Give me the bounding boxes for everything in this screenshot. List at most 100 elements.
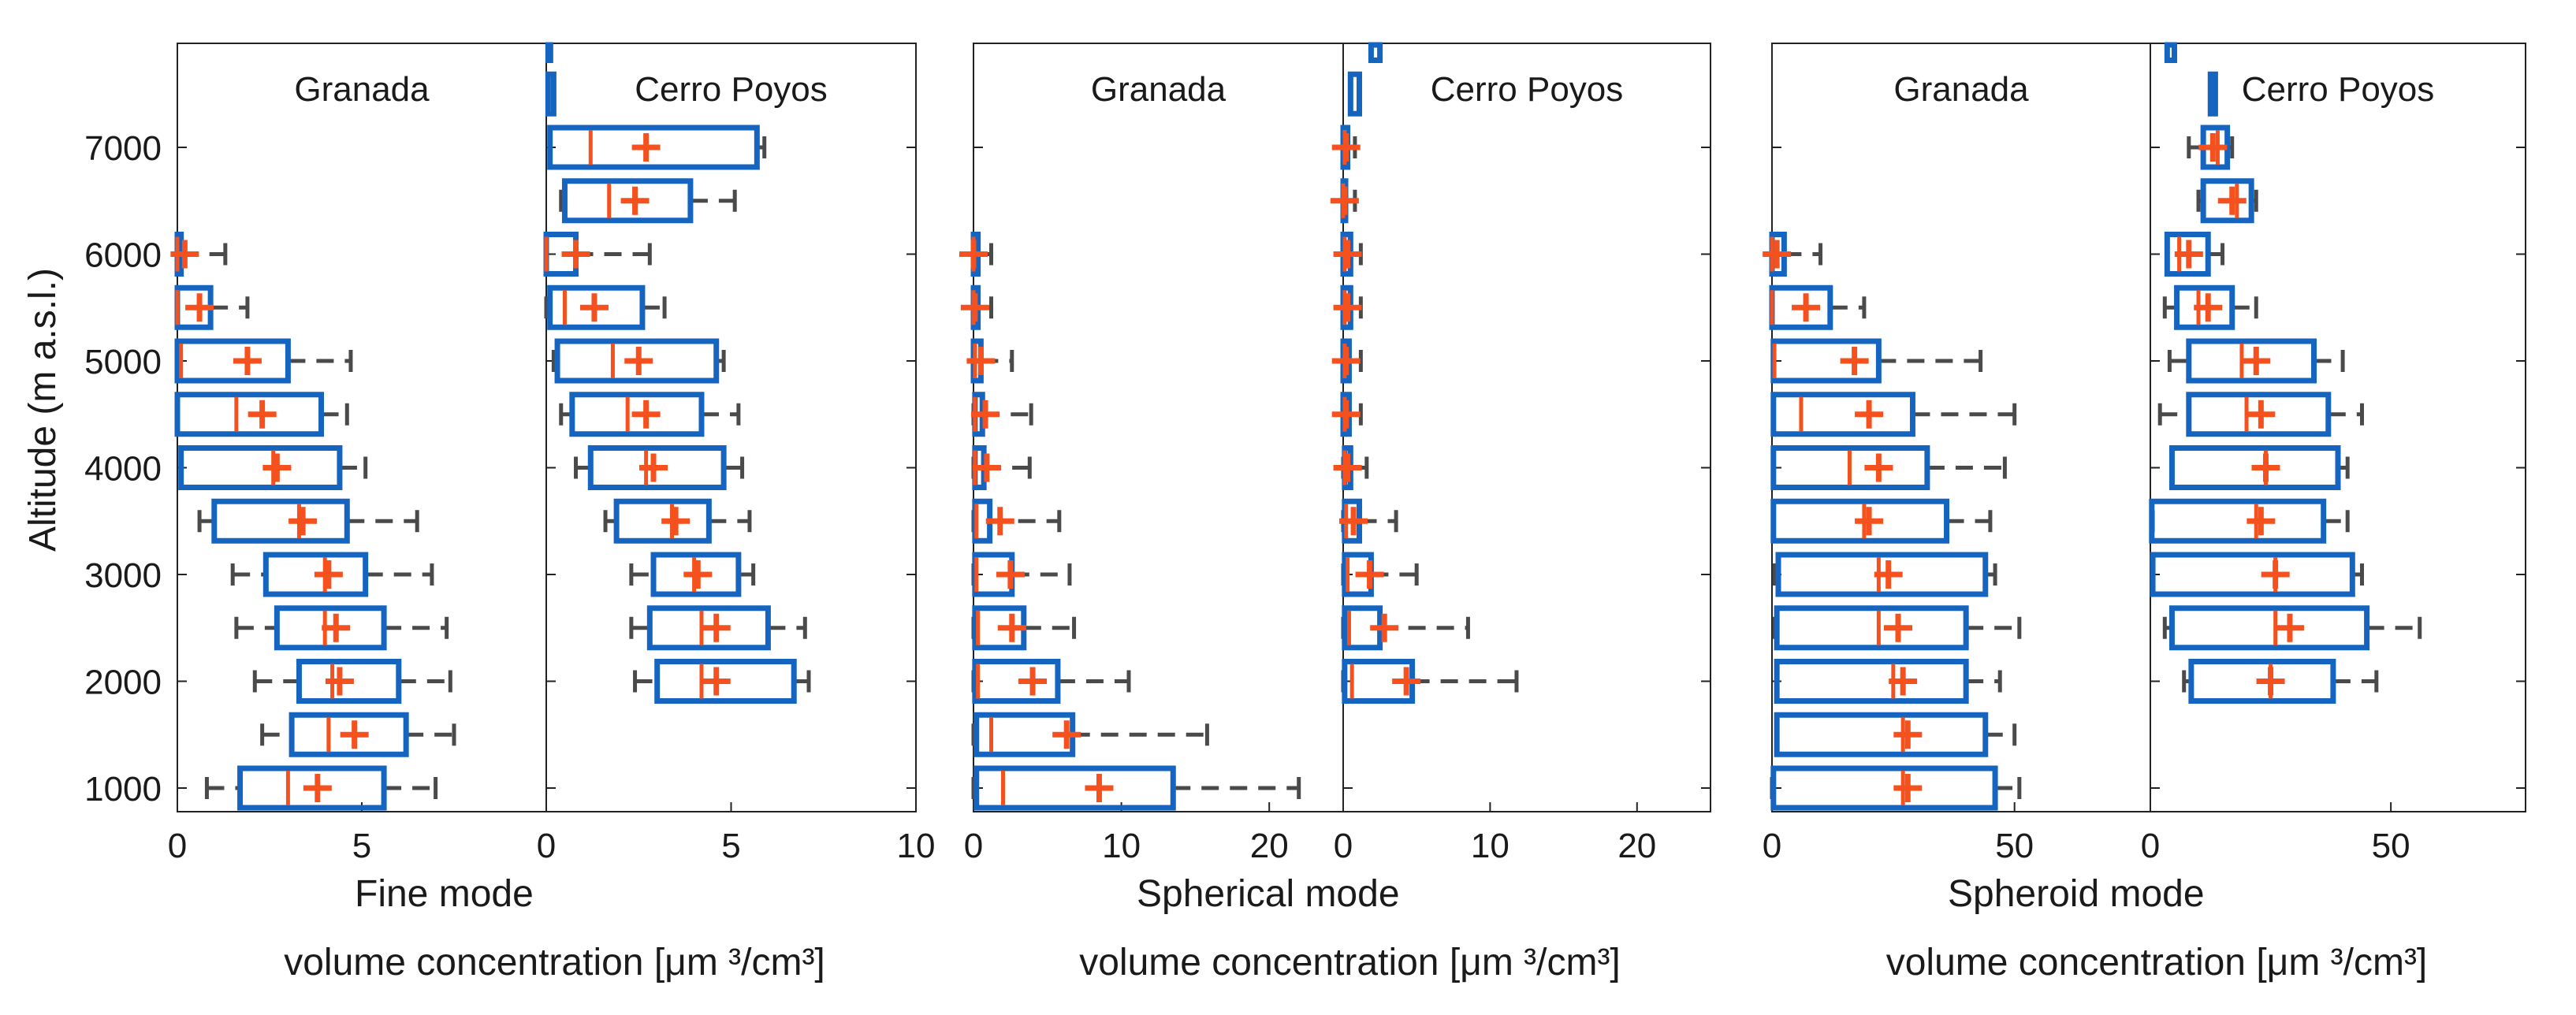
box-iqr [211, 498, 350, 544]
box-altitude-2000 [252, 659, 452, 704]
box-altitude-2500 [1341, 605, 1470, 651]
chart-group-3: 0 50 Granada 0 50 Cerro Poyos Spheroid mode vol… [1763, 42, 2526, 983]
x-tick-label: 50 [1995, 827, 2034, 865]
box-iqr [1347, 71, 1363, 117]
mode-label: Fine mode [355, 873, 534, 915]
box-altitude-7500 [1347, 71, 1363, 117]
altitude-tick-label: 7000 [84, 129, 162, 168]
panel-granada: 0 10 20 Granada [959, 70, 1301, 865]
box-iqr [1774, 712, 1989, 757]
box-altitude-2000 [971, 659, 1131, 704]
box-iqr [547, 284, 646, 330]
box-iqr [650, 552, 742, 597]
box-altitude-2500 [629, 605, 807, 651]
box-altitude-2000 [2182, 659, 2379, 704]
box-iqr [2186, 392, 2332, 437]
box-altitude-3000 [1772, 552, 1997, 597]
box-altitude-2000 [1774, 659, 2002, 704]
box-iqr [296, 659, 402, 704]
box-iqr [174, 392, 325, 437]
box-altitude-1500 [1774, 712, 2017, 757]
box-iqr [178, 445, 343, 490]
chart-groups: 0 5 Granada 0 5 10 Cerro Poyos Fine mode volume … [168, 42, 2526, 983]
box-iqr [2164, 42, 2178, 63]
box-altitude-7500 [545, 71, 557, 117]
box-altitude-5000 [174, 338, 353, 384]
box-altitude-5500 [1769, 284, 1867, 330]
box-altitude-2500 [1772, 605, 2022, 651]
altitude-tick-label: 6000 [84, 236, 162, 275]
box-altitude-1000 [1770, 765, 2022, 811]
box-altitude-7500 [2207, 71, 2218, 117]
box-iqr [2150, 552, 2355, 597]
box-altitude-1500 [260, 712, 456, 757]
box-iqr [274, 605, 387, 651]
altitude-tick-label: 4000 [84, 450, 162, 489]
box-altitude-8000 [2164, 42, 2178, 63]
box-altitude-4000 [1770, 445, 2007, 490]
altitude-tick-label: 2000 [84, 664, 162, 702]
box-altitude-2500 [971, 605, 1077, 651]
box-iqr [262, 552, 369, 597]
box-altitude-5500 [174, 284, 250, 330]
box-altitude-5500 [1333, 284, 1363, 330]
box-iqr [972, 659, 1061, 704]
box-iqr [2174, 284, 2235, 330]
box-altitude-5500 [544, 284, 667, 330]
box-altitude-4000 [971, 445, 1032, 490]
site-label: Cerro Poyos [1431, 70, 1624, 109]
x-tick-label: 10 [897, 827, 936, 865]
box-altitude-1500 [971, 712, 1209, 757]
panel-cerro-poyos: 0 5 10 Cerro Poyos [537, 42, 936, 865]
altitude-tick-label: 5000 [84, 343, 162, 381]
box-altitude-6000 [1763, 232, 1823, 277]
box-altitude-3500 [2149, 498, 2350, 544]
box-altitude-4500 [1770, 392, 2017, 437]
box-altitude-5000 [2167, 338, 2345, 384]
box-iqr [1774, 605, 1969, 651]
box-altitude-8000 [1368, 42, 1383, 63]
x-tick-label: 0 [1763, 827, 1781, 865]
box-iqr [1770, 765, 1998, 811]
x-tick-label: 5 [721, 827, 740, 865]
box-iqr [569, 392, 705, 437]
chart-group-1: 0 5 Granada 0 5 10 Cerro Poyos Fine mode volume … [168, 42, 936, 983]
box-altitude-4000 [178, 445, 368, 490]
box-iqr [1775, 552, 1989, 597]
mode-label: Spheroid mode [1948, 873, 2205, 915]
box-iqr [654, 659, 797, 704]
box-altitude-2500 [2162, 605, 2422, 651]
panel-granada: 0 50 Granada [1763, 70, 2034, 865]
box-altitude-8000 [545, 42, 553, 63]
box-altitude-6500 [559, 178, 737, 224]
box-altitude-4500 [2157, 392, 2365, 437]
box-altitude-6000 [2164, 232, 2225, 277]
x-tick-label: 50 [2372, 827, 2410, 865]
box-iqr [2149, 498, 2327, 544]
x-tick-label: 10 [1471, 827, 1509, 865]
box-altitude-4000 [1333, 445, 1369, 490]
box-iqr [1770, 445, 1930, 490]
box-iqr [2168, 605, 2370, 651]
box-altitude-3500 [971, 498, 1062, 544]
altitude-tick-label: 3000 [84, 556, 162, 595]
box-altitude-3500 [1770, 498, 1993, 544]
box-altitude-5500 [2162, 284, 2258, 330]
box-altitude-3000 [629, 552, 756, 597]
panel-cerro-poyos: 0 50 Cerro Poyos [2141, 42, 2526, 865]
box-altitude-2000 [1341, 659, 1519, 704]
box-altitude-6500 [1330, 178, 1359, 224]
altitude-tick-label: 1000 [84, 770, 162, 809]
box-iqr [613, 498, 712, 544]
box-altitude-5000 [551, 338, 726, 384]
site-label: Granada [1091, 70, 1227, 109]
site-label: Granada [1893, 70, 2029, 109]
box-iqr [1368, 42, 1383, 63]
box-altitude-5500 [960, 284, 994, 330]
box-iqr [646, 605, 771, 651]
panel-cerro-poyos: 0 10 20 Cerro Poyos [1330, 42, 1711, 865]
x-tick-label: 20 [1617, 827, 1656, 865]
box-iqr [587, 445, 727, 490]
box-altitude-5000 [966, 338, 1014, 384]
box-altitude-3000 [230, 552, 434, 597]
